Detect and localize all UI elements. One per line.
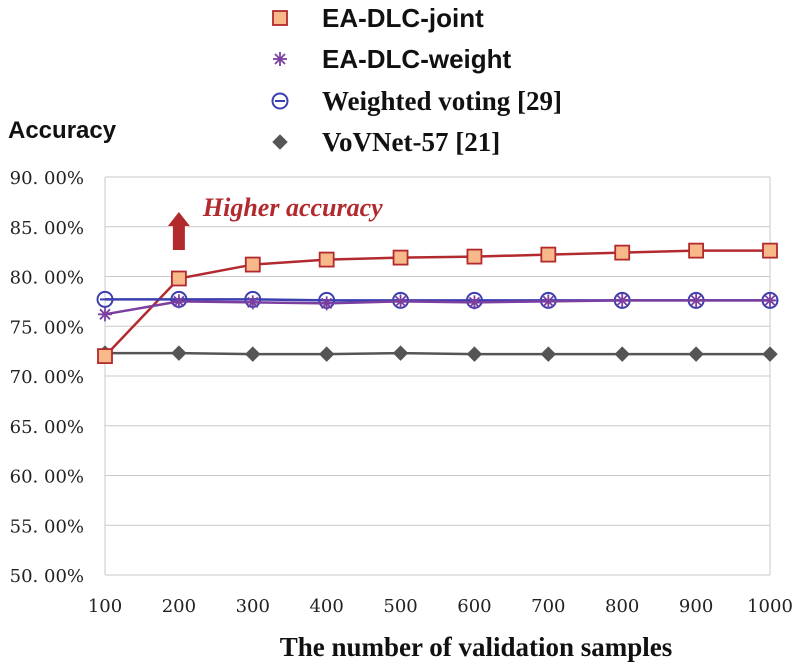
y-tick-label: 80. 00%: [10, 268, 84, 289]
data-point: [97, 348, 113, 365]
legend-item-ea-dlc-joint: EA-DLC-joint: [272, 3, 484, 33]
series-group: [96, 242, 779, 365]
y-tick-label: 70. 00%: [10, 367, 84, 388]
x-tick-label: 1000: [747, 596, 793, 617]
x-tick-label: 900: [679, 596, 713, 617]
data-point: [245, 295, 260, 310]
data-point: [540, 246, 557, 263]
x-tick-label: 100: [88, 596, 122, 617]
data-point: [466, 346, 483, 362]
y-tick-label: 85. 00%: [10, 218, 84, 239]
x-tick-label: 500: [383, 596, 417, 617]
data-point: [614, 346, 630, 362]
legend-label: EA-DLC-weight: [322, 44, 512, 74]
annotation-label: Higher accuracy: [202, 193, 383, 222]
legend-marker: [271, 92, 289, 110]
data-point: [245, 346, 261, 362]
y-tick-label: 60. 00%: [10, 467, 84, 488]
legend-marker: [273, 52, 287, 66]
x-tick-label: 400: [309, 596, 343, 617]
up-arrow-icon: [167, 212, 190, 250]
data-point: [762, 346, 778, 362]
data-point: [467, 295, 482, 310]
data-point: [614, 244, 631, 261]
data-point: [541, 294, 556, 309]
y-tick-label: 55. 00%: [10, 516, 84, 537]
data-point: [540, 346, 557, 362]
data-point: [393, 294, 408, 309]
data-point: [171, 294, 186, 309]
series-line: [104, 299, 770, 316]
data-point: [318, 251, 335, 268]
x-tick-label: 800: [605, 596, 639, 617]
x-tick-label: 200: [162, 596, 196, 617]
legend-label: EA-DLC-joint: [322, 3, 484, 33]
y-tick-label: 90. 00%: [10, 168, 84, 189]
legend-marker: [272, 134, 288, 150]
legend-item-weighted-voting-29: Weighted voting [29]: [271, 86, 562, 116]
y-tick-label: 50. 00%: [10, 566, 84, 587]
data-point: [98, 307, 112, 322]
legend-label: Weighted voting [29]: [322, 86, 562, 116]
data-point: [689, 293, 704, 308]
data-point: [392, 249, 409, 266]
data-point: [96, 290, 114, 308]
data-point: [615, 293, 630, 308]
legend-marker: [272, 10, 288, 26]
y-axis-ticks: 50. 00% 55. 00% 60. 00% 65. 00% 70. 00% 75. 0…: [10, 168, 84, 587]
series-line: [104, 249, 770, 357]
y-tick-label: 75. 00%: [10, 317, 84, 338]
data-point: [688, 242, 705, 259]
legend-label: VoVNet-57 [21]: [322, 127, 500, 157]
x-tick-label: 300: [236, 596, 270, 617]
data-point: [170, 270, 187, 287]
legend-item-vovnet-57-21: VoVNet-57 [21]: [272, 127, 500, 157]
legend-item-ea-dlc-weight: EA-DLC-weight: [273, 44, 512, 74]
annotation: Higher accuracy: [167, 193, 383, 250]
y-axis-title: Accuracy: [8, 117, 117, 144]
data-point: [319, 296, 334, 311]
grid: [104, 176, 771, 576]
x-axis-ticks: 100 200 300 400 500 600 700 800 900 1000: [88, 596, 793, 617]
series-ea-dlc-joint: [97, 242, 778, 365]
data-point: [763, 293, 777, 308]
data-point: [762, 242, 778, 259]
data-point: [392, 345, 409, 361]
series-vovnet-57-21: [97, 345, 778, 362]
data-point: [466, 248, 483, 265]
x-axis-title: The number of validation samples: [280, 632, 673, 662]
x-tick-label: 600: [457, 596, 491, 617]
legend: EA-DLC-joint EA-DLC-weight Weighted voting…: [271, 3, 562, 157]
data-point: [171, 345, 187, 361]
data-point: [318, 346, 335, 362]
series-line: [105, 351, 770, 356]
series-ea-dlc-weight: [98, 293, 777, 322]
data-point: [244, 256, 261, 273]
y-tick-label: 65. 00%: [10, 417, 84, 438]
data-point: [688, 346, 704, 362]
x-tick-label: 700: [531, 596, 565, 617]
